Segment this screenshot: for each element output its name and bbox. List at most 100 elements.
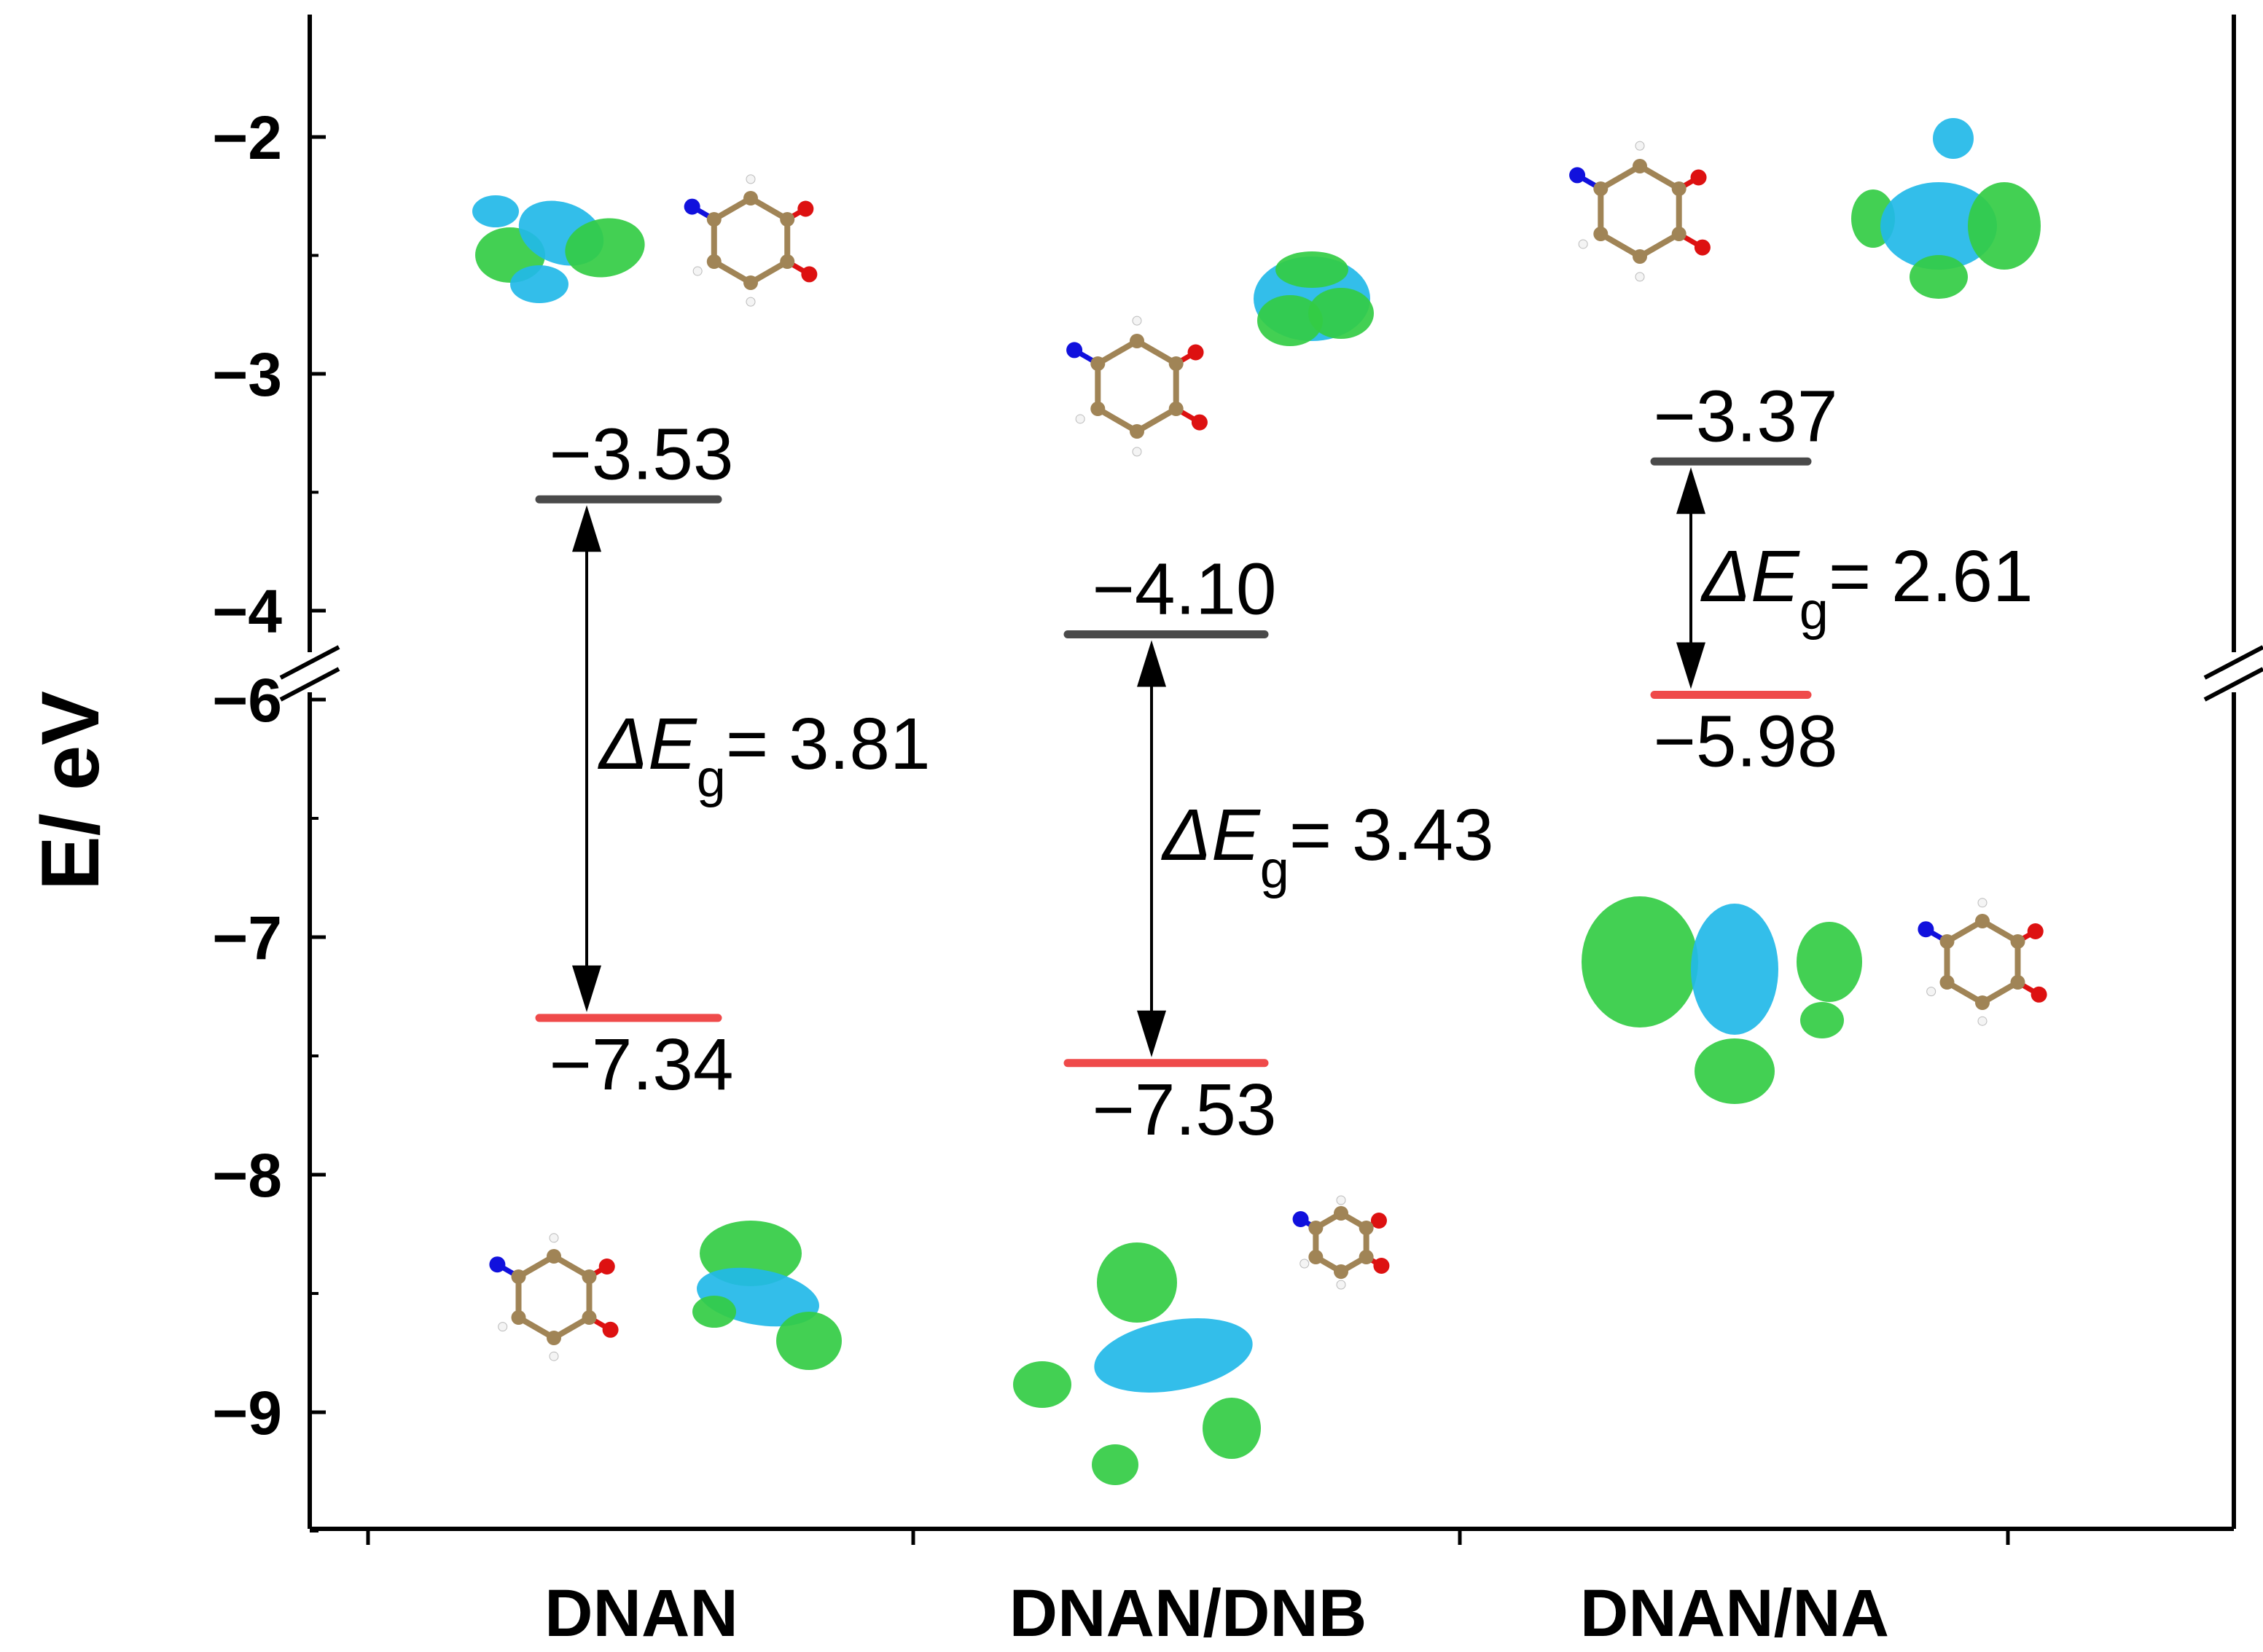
atom [1633, 249, 1647, 264]
atom [1130, 334, 1144, 348]
na-lumo-orbital [1851, 118, 2041, 299]
category-label: DNAN/DNB [1009, 1576, 1367, 1651]
lumo-value-label: −3.37 [1653, 375, 1837, 457]
lumo-value-label: −4.10 [1092, 549, 1276, 630]
atom [1939, 934, 1955, 949]
atom [1066, 342, 1083, 359]
atom [1334, 1264, 1348, 1279]
atom [602, 1321, 619, 1338]
dnb-homo-molecule [1292, 1195, 1390, 1290]
atom [511, 1310, 526, 1325]
category-label: DNAN [544, 1576, 738, 1651]
atom [1130, 424, 1144, 439]
atom [1569, 167, 1586, 184]
axis-break-left-2 [279, 667, 340, 702]
homo-value-label: −7.34 [549, 1024, 733, 1105]
atom [2010, 934, 2025, 949]
y-tick-label: −6 [212, 666, 282, 735]
atom [1075, 414, 1085, 424]
bond [1599, 163, 1641, 192]
orbital-lobe [1094, 1318, 1253, 1393]
atom [582, 1269, 597, 1284]
bond [1638, 163, 1681, 192]
dnan-lumo-molecule [684, 174, 818, 307]
orbital-lobe [776, 1312, 842, 1370]
atom [1191, 414, 1208, 431]
atom [1593, 227, 1609, 241]
atom [1336, 1195, 1346, 1205]
dnb-lumo-orbital [1254, 251, 1374, 346]
orbital-lobe [1691, 904, 1778, 1035]
dnb-homo-orbital [1013, 1242, 1261, 1485]
atom [1977, 898, 1988, 908]
atom [511, 1269, 526, 1284]
atom [1292, 1211, 1309, 1227]
orbital-lobe [1203, 1398, 1261, 1459]
bond [1096, 338, 1138, 367]
gap-arrow-head-up [1676, 467, 1705, 514]
atom [1090, 356, 1106, 371]
gap-label-value: = 2.61 [1829, 536, 2033, 617]
dnan-homo-molecule [489, 1233, 619, 1361]
homo-value-label: −5.98 [1653, 700, 1837, 782]
atom [1168, 402, 1184, 416]
atom [1373, 1258, 1390, 1274]
gap-arrow-head-up [572, 505, 601, 552]
atom [1308, 1221, 1324, 1235]
atom [1975, 914, 1990, 928]
atom [1299, 1258, 1310, 1269]
atom [1939, 975, 1955, 990]
dnan-homo-orbital [692, 1221, 842, 1370]
atom [801, 266, 818, 283]
orbital-lobe [1910, 255, 1968, 299]
atom [746, 174, 756, 184]
atom [547, 1331, 561, 1345]
atom [1168, 356, 1184, 371]
atom [1926, 987, 1936, 997]
atom [1633, 159, 1647, 173]
orbital-lobe [1275, 251, 1348, 288]
atom [797, 200, 814, 217]
atom [1336, 1280, 1346, 1290]
orbital-lobe [510, 265, 568, 303]
atom [1635, 141, 1645, 151]
orbital-lobe [565, 218, 645, 278]
y-tick-label: −8 [212, 1141, 282, 1210]
atom [1132, 447, 1142, 457]
gap-label: ΔEg= 2.61 [1700, 536, 2033, 641]
orbital-lobe [1933, 118, 1974, 159]
atom [746, 297, 756, 307]
atom [706, 254, 722, 269]
atom [598, 1258, 615, 1275]
atom [1187, 344, 1204, 361]
atom [2010, 975, 2025, 990]
gap-label-value: = 3.43 [1289, 794, 1494, 876]
gap-label-subscript: g [1799, 582, 1829, 641]
atom [1370, 1213, 1387, 1229]
atom [684, 198, 700, 215]
y-tick-label: −7 [212, 904, 282, 972]
gap-label-subscript: g [1260, 841, 1289, 899]
atom [2027, 923, 2044, 939]
orbital-lobe [1695, 1038, 1775, 1104]
orbital-lobe [472, 195, 519, 227]
y-tick-label: −3 [212, 340, 282, 409]
gap-arrow-head-up [1137, 640, 1166, 687]
atom [549, 1351, 559, 1361]
orbital-lobe [692, 1296, 736, 1328]
atom [1578, 239, 1588, 249]
orbital-lobe [1097, 1242, 1177, 1323]
atom [743, 275, 758, 290]
atom [1671, 181, 1686, 196]
atom [780, 254, 795, 269]
atom [1359, 1221, 1374, 1235]
gap-arrow-head-down [572, 965, 601, 1012]
bond [1136, 406, 1178, 434]
atom [1334, 1206, 1348, 1221]
orbital-lobe [1800, 1002, 1844, 1038]
gap-label-delta-e: ΔE [598, 703, 697, 785]
y-axis-label: E/ eV [25, 691, 116, 890]
orbital-lobe [1797, 922, 1862, 1002]
gap-label-subscript: g [697, 750, 726, 808]
